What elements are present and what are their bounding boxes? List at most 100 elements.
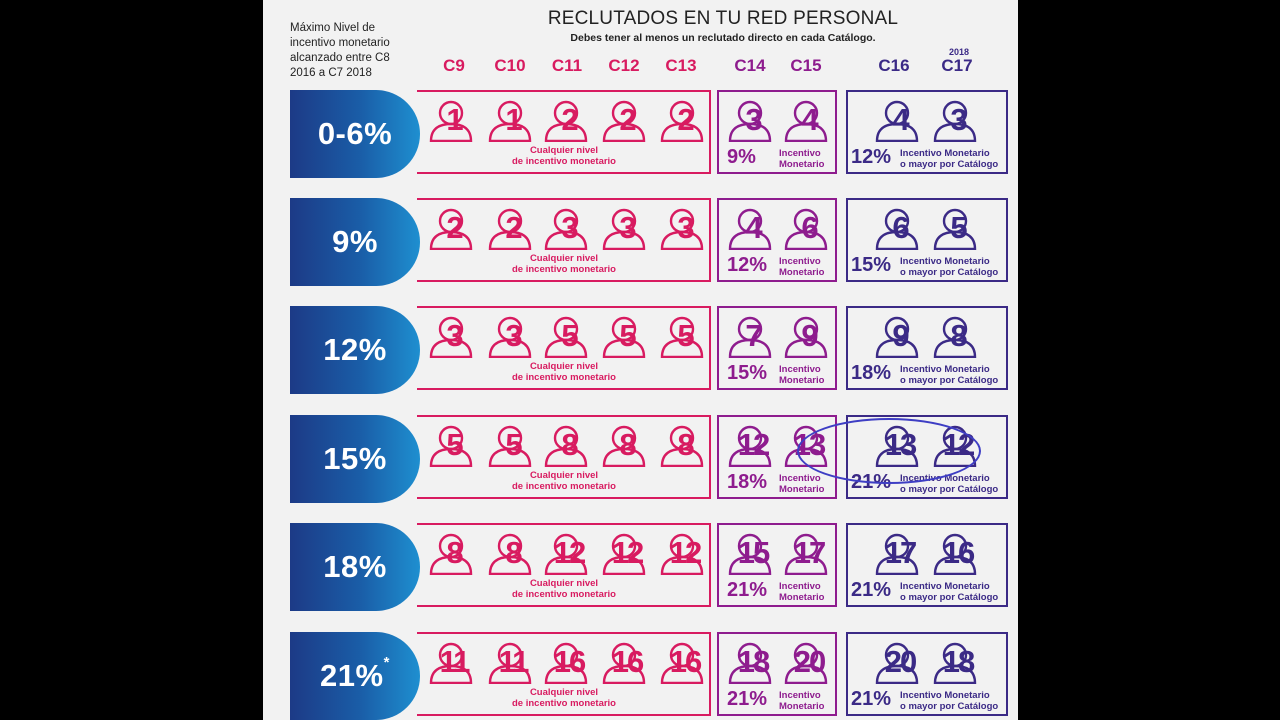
level-label: 18%	[323, 549, 387, 585]
person-icon	[875, 208, 919, 250]
recruit-requirement: 3	[932, 98, 980, 142]
recruit-count: 4	[801, 102, 818, 137]
purple-catalog-box: 4 6 12% Incentivo Monetario	[717, 198, 837, 282]
person-icon	[933, 642, 977, 684]
recruit-count: 6	[892, 210, 909, 245]
incentive-note: Incentivo Monetario o mayor por Catálogo	[900, 473, 998, 495]
recruit-count: 15	[737, 535, 770, 570]
catalog-header: C14	[734, 56, 766, 75]
purple-catalog-box: 18 20 21% Incentivo Monetario	[717, 632, 837, 716]
incentive-percent: 21%	[851, 688, 892, 710]
person-icon	[544, 100, 588, 142]
person-icon	[728, 100, 772, 142]
recruit-requirement: 2	[601, 98, 649, 142]
recruit-requirement: 5	[428, 423, 476, 467]
recruit-count: 3	[561, 210, 578, 245]
condition-line: Cualquier nivel	[529, 470, 599, 481]
person-icon	[602, 316, 646, 358]
catalog-header: C9	[443, 56, 465, 75]
level-tab: 15%	[290, 415, 420, 503]
recruit-requirement: 9	[874, 314, 922, 358]
recruit-count: 1	[446, 102, 463, 137]
incentive-percent: 15%	[851, 254, 892, 276]
highlight-ellipse	[797, 418, 981, 484]
page-subtitle: Debes tener al menos un reclutado direct…	[570, 32, 876, 44]
recruit-requirement: 12	[659, 531, 707, 575]
incentive-note: Incentivo Monetario	[779, 581, 824, 603]
note-line: Monetario	[779, 484, 825, 495]
recruit-requirement: 1	[487, 98, 535, 142]
recruit-count: 11	[498, 644, 530, 679]
person-icon	[429, 533, 473, 575]
condition-line: de incentivo monetario	[512, 698, 616, 709]
side-note-line: incentivo monetario	[290, 37, 390, 49]
recruit-count: 9	[892, 318, 909, 353]
note-line: Incentivo Monetario	[900, 148, 990, 159]
note-line: o mayor por Catálogo	[900, 701, 999, 712]
level-tab: 0-6%	[290, 90, 420, 178]
note-line: Incentivo Monetario	[900, 364, 990, 375]
note-line: Monetario	[779, 375, 825, 386]
purple-catalog-box: 15 17 21% Incentivo Monetario	[717, 523, 837, 607]
person-icon	[933, 208, 977, 250]
level-value: 15%	[323, 441, 387, 476]
recruit-requirement: 9	[783, 314, 831, 358]
person-icon	[784, 316, 828, 358]
person-icon	[784, 208, 828, 250]
any-level-condition: Cualquier nivel de incentivo monetario	[417, 470, 711, 492]
incentive-note: Incentivo Monetario o mayor por Catálogo	[900, 256, 998, 278]
navy-catalog-box: 20 18 21% Incentivo Monetario o mayor por Ca…	[846, 632, 1008, 716]
note-line: Incentivo	[779, 364, 821, 375]
note-line: Incentivo Monetario	[900, 473, 990, 484]
note-line: Monetario	[779, 267, 825, 278]
note-line: o mayor por Catálogo	[900, 484, 999, 495]
recruit-requirement: 3	[659, 206, 707, 250]
recruit-requirement: 17	[783, 531, 831, 575]
recruit-count: 8	[619, 427, 636, 462]
recruit-requirement: 4	[783, 98, 831, 142]
recruit-requirement: 12	[727, 423, 775, 467]
incentive-note: Incentivo Monetario o mayor por Catálogo	[900, 581, 998, 603]
incentive-note: Incentivo Monetario	[779, 473, 824, 495]
recruit-requirement: 8	[487, 531, 535, 575]
person-icon	[488, 642, 532, 684]
recruit-requirement: 2	[487, 206, 535, 250]
recruit-requirement: 5	[487, 423, 535, 467]
recruit-count: 12	[611, 535, 644, 570]
condition-line: de incentivo monetario	[512, 589, 616, 600]
navy-catalog-box: 4 3 12% Incentivo Monetario o mayor por Catá…	[846, 90, 1008, 174]
level-tab: 9%	[290, 198, 420, 286]
person-icon	[429, 316, 473, 358]
note-line: Incentivo	[779, 581, 821, 592]
person-icon	[660, 425, 704, 467]
person-icon	[660, 642, 704, 684]
person-icon	[875, 642, 919, 684]
year-tag: 2018	[949, 47, 970, 57]
recruit-count: 18	[737, 644, 770, 679]
recruit-requirement: 4	[727, 206, 775, 250]
level-value: 18%	[323, 549, 387, 584]
recruit-count: 8	[446, 535, 463, 570]
person-icon	[660, 316, 704, 358]
person-icon	[875, 316, 919, 358]
note-line: Monetario	[779, 159, 825, 170]
recruit-count: 4	[892, 102, 909, 137]
recruit-requirement: 3	[543, 206, 591, 250]
catalog-header: C10	[494, 56, 526, 75]
recruit-requirement: 3	[601, 206, 649, 250]
pink-catalog-box: 1 1 2 2 2 Cualquier nivel de incentivo monetar…	[417, 90, 711, 174]
note-line: Incentivo Monetario	[900, 581, 990, 592]
catalog-header: C16	[878, 56, 910, 75]
level-row: 0-6% 1 1 2 2 2 Cualquier nivel de incentivo mon…	[263, 90, 1018, 178]
person-icon	[602, 100, 646, 142]
recruit-count: 18	[942, 644, 975, 679]
condition-line: de incentivo monetario	[512, 481, 616, 492]
recruit-requirement: 3	[428, 314, 476, 358]
level-label: 21%*	[320, 654, 390, 694]
recruit-requirement: 5	[659, 314, 707, 358]
page-title: RECLUTADOS EN TU RED PERSONAL	[547, 8, 899, 29]
incentive-percent: 18%	[727, 471, 768, 493]
level-label: 12%	[323, 332, 387, 368]
any-level-condition: Cualquier nivel de incentivo monetario	[417, 578, 711, 600]
any-level-condition: Cualquier nivel de incentivo monetario	[417, 361, 711, 383]
